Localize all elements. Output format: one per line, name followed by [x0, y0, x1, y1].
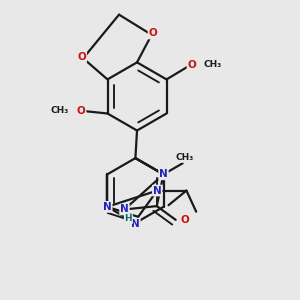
Text: O: O — [188, 60, 196, 70]
Text: N: N — [131, 219, 140, 229]
Text: O: O — [77, 106, 85, 116]
Text: N: N — [159, 169, 168, 179]
Text: CH₃: CH₃ — [204, 60, 222, 69]
Text: N: N — [153, 186, 162, 196]
Text: O: O — [148, 28, 157, 38]
Text: N: N — [103, 202, 112, 212]
Text: CH₃: CH₃ — [175, 153, 194, 162]
Text: N: N — [120, 205, 129, 214]
Text: O: O — [180, 215, 189, 225]
Text: O: O — [77, 52, 86, 62]
Text: H: H — [124, 214, 132, 223]
Text: CH₃: CH₃ — [51, 106, 69, 116]
